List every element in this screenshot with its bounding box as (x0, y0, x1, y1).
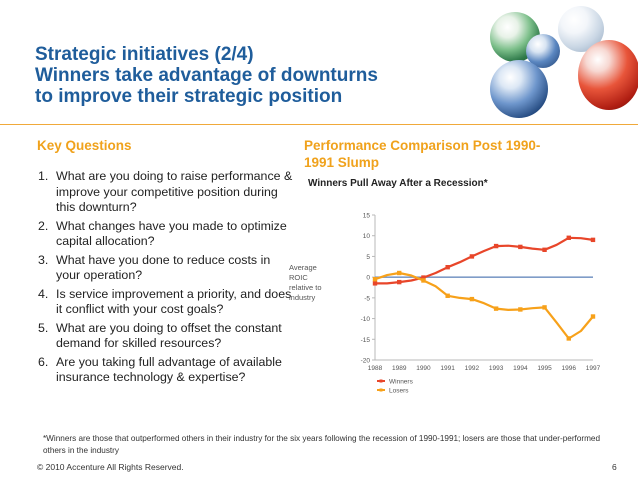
x-tick-label: 1992 (465, 365, 480, 372)
x-tick-label: 1997 (586, 365, 601, 372)
question-text: Is service improvement a priority, and d… (56, 286, 292, 317)
x-tick-label: 1993 (489, 365, 504, 372)
chart-subtitle: Winners Pull Away After a Recession* (308, 178, 488, 189)
y-axis-label-line: industry (289, 293, 316, 302)
question-text: What are you doing to offset the constan… (56, 320, 282, 351)
data-point-winners (566, 235, 571, 240)
data-point-winners (397, 279, 402, 285)
question-text: What have you done to reduce costs in yo… (56, 252, 271, 283)
question-item: 5. What are you doing to offset the const… (38, 321, 293, 352)
legend-marker-winners (379, 379, 383, 383)
data-point-winners (469, 254, 475, 259)
data-point-winners (518, 244, 523, 250)
question-text: What changes have you made to optimize c… (56, 218, 287, 249)
header-divider (0, 124, 638, 125)
data-point-losers (421, 278, 426, 283)
y-axis-label-line: ROIC (289, 273, 308, 282)
y-tick-label: 10 (363, 233, 371, 240)
y-tick-label: -10 (361, 316, 371, 323)
data-point-winners (421, 275, 426, 280)
data-point-losers (469, 296, 475, 302)
x-tick-label: 1988 (368, 365, 383, 372)
y-tick-label: 5 (366, 254, 370, 261)
data-point-losers (397, 270, 402, 276)
question-number: 1. (38, 169, 49, 183)
y-axis-label-line: relative to (289, 283, 322, 292)
question-number: 5. (38, 320, 49, 335)
title-line-1: Strategic initiatives (2/4) (35, 44, 254, 65)
x-tick-label: 1990 (416, 365, 431, 372)
data-point-losers (542, 305, 547, 310)
key-questions-list: 1. What are you doing to raise performanc… (38, 169, 293, 389)
y-tick-label: -15 (361, 337, 371, 344)
page-number: 6 (612, 462, 617, 472)
key-questions-heading: Key Questions (37, 138, 132, 153)
marble-blue-large (490, 60, 548, 118)
data-point-winners (590, 237, 596, 243)
y-tick-label: 0 (366, 275, 370, 282)
copyright: © 2010 Accenture All Rights Reserved. (37, 462, 184, 472)
question-text: What are you doing to raise performance … (56, 169, 293, 214)
data-point-losers (566, 336, 571, 341)
performance-heading: Performance Comparison Post 1990-1991 Sl… (304, 138, 541, 170)
y-tick-label: 15 (363, 213, 371, 220)
question-item: 4. Is service improvement a priority, and… (38, 287, 293, 318)
data-point-winners (445, 265, 450, 270)
x-tick-label: 1996 (562, 365, 577, 372)
data-point-losers (445, 293, 450, 298)
question-item: 3. What have you done to reduce costs in … (38, 253, 293, 284)
legend-label: Losers (389, 388, 409, 395)
y-tick-label: -5 (364, 295, 370, 302)
data-point-winners (542, 247, 547, 252)
question-item: 2. What changes have you made to optimize… (38, 219, 293, 250)
footnote: *Winners are those that outperformed oth… (43, 434, 601, 455)
data-point-losers (590, 314, 596, 319)
data-point-winners (372, 281, 378, 286)
data-point-losers (518, 307, 523, 312)
data-point-losers (493, 306, 499, 311)
series-line-winners (375, 236, 594, 285)
series-line-losers (374, 271, 594, 340)
marbles-image (486, 4, 638, 122)
legend-marker-losers (379, 388, 383, 392)
question-number: 2. (38, 218, 49, 233)
title-line-3: to improve their strategic position (35, 86, 343, 107)
x-tick-label: 1991 (440, 365, 455, 372)
data-point-winners (493, 243, 499, 249)
question-number: 3. (38, 252, 49, 267)
marble-red (578, 40, 638, 110)
question-item: 1. What are you doing to raise performanc… (38, 169, 293, 216)
data-point-losers (372, 277, 378, 282)
y-tick-label: -20 (361, 358, 371, 365)
question-number: 4. (38, 286, 49, 301)
legend-label: Winners (389, 379, 414, 386)
x-tick-label: 1994 (513, 365, 528, 372)
slide-title: Strategic initiatives (2/4) Winners take… (35, 44, 465, 107)
title-line-2: Winners take advantage of downturns (35, 65, 378, 86)
x-tick-label: 1995 (537, 365, 552, 372)
question-number: 6. (38, 354, 49, 369)
y-axis-label-line: Average (289, 263, 317, 272)
question-text: Are you taking full advantage of availab… (56, 354, 282, 385)
question-item: 6. Are you taking full advantage of avail… (38, 355, 293, 386)
x-tick-label: 1989 (392, 365, 407, 372)
